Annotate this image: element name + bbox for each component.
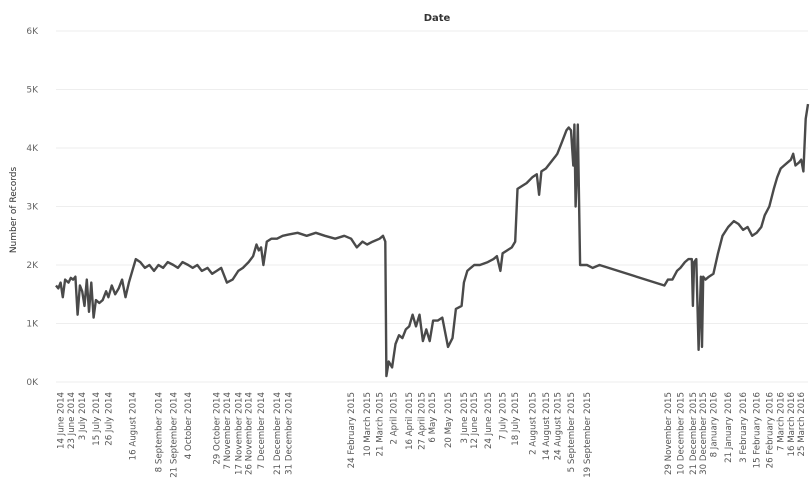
x-tick-label: 16 August 2014 (128, 392, 138, 460)
x-tick-label: 26 November 2014 (245, 392, 255, 475)
y-tick-label: 6K (26, 27, 39, 37)
x-tick-label: 6 May 2015 (428, 392, 438, 443)
x-tick-label: 21 September 2014 (169, 392, 179, 478)
x-tick-label: 26 July 2014 (104, 392, 114, 446)
x-tick-label: 29 November 2015 (664, 392, 674, 475)
x-tick-label: 15 July 2014 (92, 392, 102, 446)
x-tick-label: 15 February 2016 (753, 392, 763, 468)
x-tick-label: 26 February 2016 (765, 392, 775, 468)
x-tick-label: 20 May 2015 (444, 392, 454, 448)
series-line (55, 103, 810, 378)
x-tick-label: 7 July 2015 (499, 392, 509, 440)
x-tick-label: 5 September 2015 (567, 392, 577, 472)
y-tick-label: 1K (26, 320, 39, 330)
x-tick-label: 30 December 2015 (699, 392, 709, 475)
y-tick-label: 5K (26, 86, 39, 96)
x-tick-label: 23 June 2014 (67, 392, 77, 449)
y-tick-label: 3K (26, 203, 39, 213)
x-tick-label: 29 October 2014 (213, 392, 223, 465)
x-tick-label: 21 December 2014 (273, 392, 283, 475)
y-axis-label: Number of Records (9, 167, 19, 254)
x-tick-label: 10 March 2015 (363, 392, 373, 456)
y-tick-label: 2K (26, 261, 39, 271)
x-tick-label: 8 September 2014 (155, 392, 165, 472)
x-tick-label: 2 August 2015 (528, 392, 538, 455)
x-tick-label: 17 November 2014 (234, 392, 244, 475)
x-tick-label: 3 July 2014 (78, 392, 88, 440)
y-axis: 0K 1K 2K 3K 4K 5K 6K (26, 27, 39, 388)
x-tick-label: 3 February 2016 (739, 392, 749, 463)
x-tick-label: 14 August 2015 (542, 392, 552, 460)
x-tick-label: 21 March 2015 (376, 392, 386, 456)
x-tick-label: 18 July 2015 (511, 392, 521, 446)
x-tick-label: 21 December 2015 (689, 392, 699, 475)
x-tick-label: 19 September 2015 (583, 392, 593, 478)
x-tick-label: 7 November 2014 (223, 392, 233, 470)
x-tick-label: 14 June 2014 (57, 392, 67, 449)
x-axis: 14 June 2014 23 June 2014 3 July 2014 15 Ju… (57, 392, 808, 478)
x-tick-label: 10 December 2015 (676, 392, 686, 475)
x-tick-label: 7 March 2016 (777, 392, 787, 451)
y-tick-label: 0K (26, 378, 39, 388)
x-tick-label: 12 June 2015 (470, 392, 480, 449)
x-tick-label: 24 June 2015 (484, 392, 494, 449)
x-tick-label: 2 April 2015 (389, 392, 399, 444)
chart-title: Date (424, 13, 451, 24)
x-tick-label: 31 December 2014 (284, 392, 294, 475)
y-tick-label: 4K (26, 144, 39, 154)
x-tick-label: 21 January 2016 (724, 392, 734, 463)
x-tick-label: 25 March 2016 (797, 392, 807, 456)
x-tick-label: 3 June 2015 (460, 392, 470, 444)
x-tick-label: 16 March 2016 (787, 392, 797, 456)
x-tick-label: 24 February 2015 (347, 392, 357, 468)
x-tick-label: 4 October 2014 (184, 392, 194, 459)
x-tick-label: 27 April 2015 (418, 392, 428, 450)
x-tick-label: 8 January 2016 (709, 392, 719, 457)
x-tick-label: 16 April 2015 (405, 392, 415, 450)
x-tick-label: 7 December 2014 (257, 392, 267, 469)
x-tick-label: 24 August 2015 (553, 392, 563, 460)
plot-area (55, 103, 810, 378)
